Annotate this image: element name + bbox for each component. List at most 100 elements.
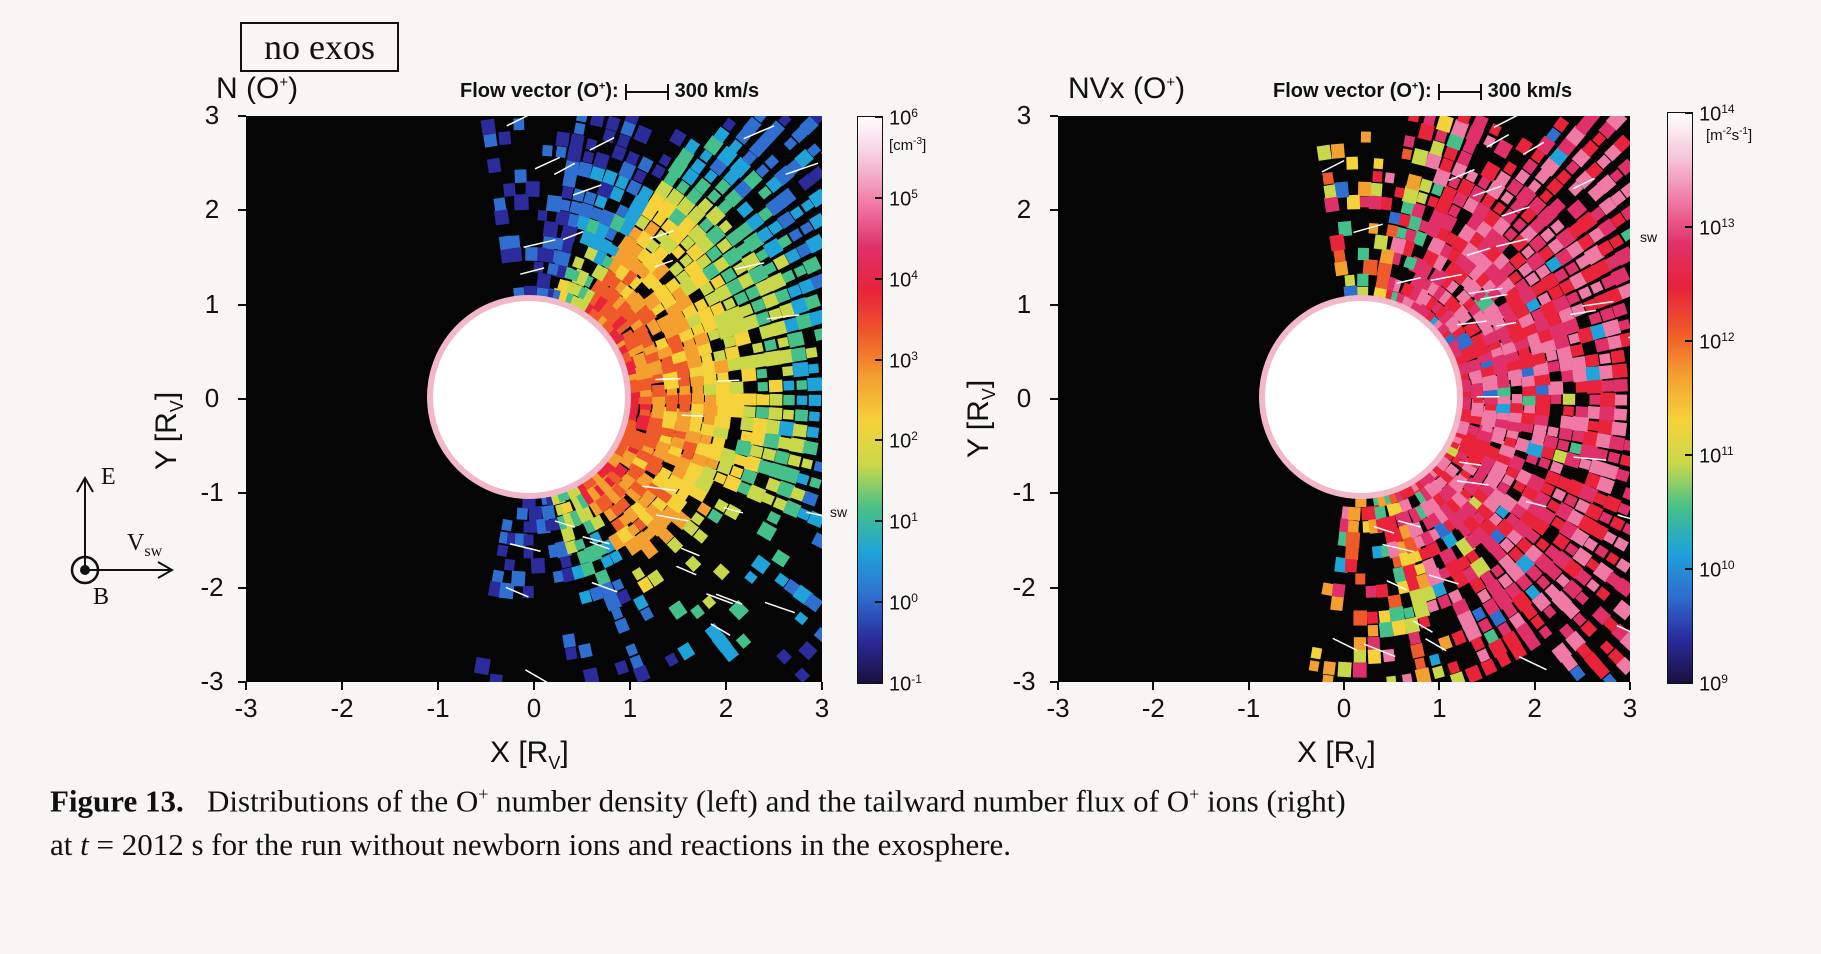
caption-label: Figure 13. [50,783,184,819]
flow-arrow [1493,116,1518,129]
axis-tick [1438,682,1441,690]
field-cell [1525,528,1541,544]
field-cell [1525,251,1546,272]
field-cell [1501,284,1521,303]
field-cell [602,169,618,186]
field-cell [1597,218,1617,237]
field-cell [1526,473,1546,493]
field-cell [628,226,643,241]
field-cell [1549,461,1564,475]
field-cell [1587,405,1602,420]
y-tick-label: -1 [1012,477,1036,508]
field-cell [1403,255,1418,271]
flow-arrow [715,593,743,605]
field-cell [1605,551,1620,566]
field-cell [664,277,681,294]
field-cell [1448,322,1466,339]
field-cell [1515,573,1533,591]
field-cell [1482,598,1500,617]
field-cell [1456,178,1475,198]
field-cell [769,393,783,406]
field-cell [559,555,572,569]
field-cell [725,228,744,247]
colorbar-tick-label: 103 [889,348,918,373]
field-cell [1479,570,1496,587]
field-cell [589,514,606,531]
field-cell [1464,664,1483,682]
field-cell [750,298,767,313]
field-cell [750,554,771,575]
field-cell [1359,196,1370,208]
field-cell [774,288,791,304]
axis-tick [533,682,535,690]
field-cell [622,288,641,307]
field-cell [1617,318,1630,331]
field-cell [695,253,712,270]
field-cell [665,188,685,208]
field-cell [1428,299,1443,314]
field-cell [1508,270,1522,285]
field-cell [1451,267,1469,286]
flow-arrow [1582,300,1614,307]
flow-vector-scale-label: 300 km/s [1487,80,1573,102]
field-cell [1515,137,1534,156]
field-cell [1357,247,1370,261]
field-cell [1535,135,1556,156]
field-cell [1456,116,1473,125]
field-cell [716,237,733,254]
field-cell [637,156,654,173]
field-cell [657,527,675,545]
field-cell [1355,494,1367,508]
field-cell [1434,287,1452,306]
field-cell [772,254,790,271]
field-cell [778,420,796,437]
field-cell [602,491,617,507]
field-cell [783,137,798,151]
field-cell [715,380,733,396]
field-cell [1612,599,1630,621]
field-cell [1414,562,1427,576]
axis-tick [1057,682,1059,690]
field-cell [713,359,730,374]
field-cell [724,345,741,361]
field-cell [1571,429,1586,443]
field-cell [1333,248,1346,263]
field-cell [1353,610,1368,626]
field-cell [680,235,696,251]
x-tick-label: 1 [1432,693,1447,723]
field-cell [1536,575,1551,590]
field-cell [1431,477,1446,492]
field-cell [625,179,642,197]
field-cell [668,600,688,620]
field-cell [589,585,605,602]
field-cell [1582,430,1601,447]
field-cell [1519,225,1538,243]
field-cell [807,377,822,392]
flow-arrow [1486,133,1510,148]
flow-arrow [710,623,731,636]
field-cell [813,460,822,473]
field-cell [1394,186,1405,199]
field-cell [597,267,617,287]
field-cell [659,292,677,310]
field-cell [1403,135,1416,148]
field-cell [582,667,600,682]
field-cell [579,230,596,247]
run-label-box: no exos [240,22,399,72]
field-cell [735,633,752,649]
field-cell [598,284,614,300]
field-cell [1619,331,1630,348]
field-cell [1537,292,1552,306]
field-cell [1531,592,1552,612]
field-cell [511,570,526,587]
field-cell [1552,449,1569,464]
x-tick-label: 0 [526,693,542,723]
field-cell [647,569,665,587]
colorbar-tick [1685,682,1693,684]
field-cell [1400,200,1415,216]
field-cell [1527,179,1542,194]
field-cell [1513,278,1530,295]
field-cell [1599,511,1613,525]
colorbar-tick [1685,568,1693,570]
flow-arrow [1468,287,1503,295]
